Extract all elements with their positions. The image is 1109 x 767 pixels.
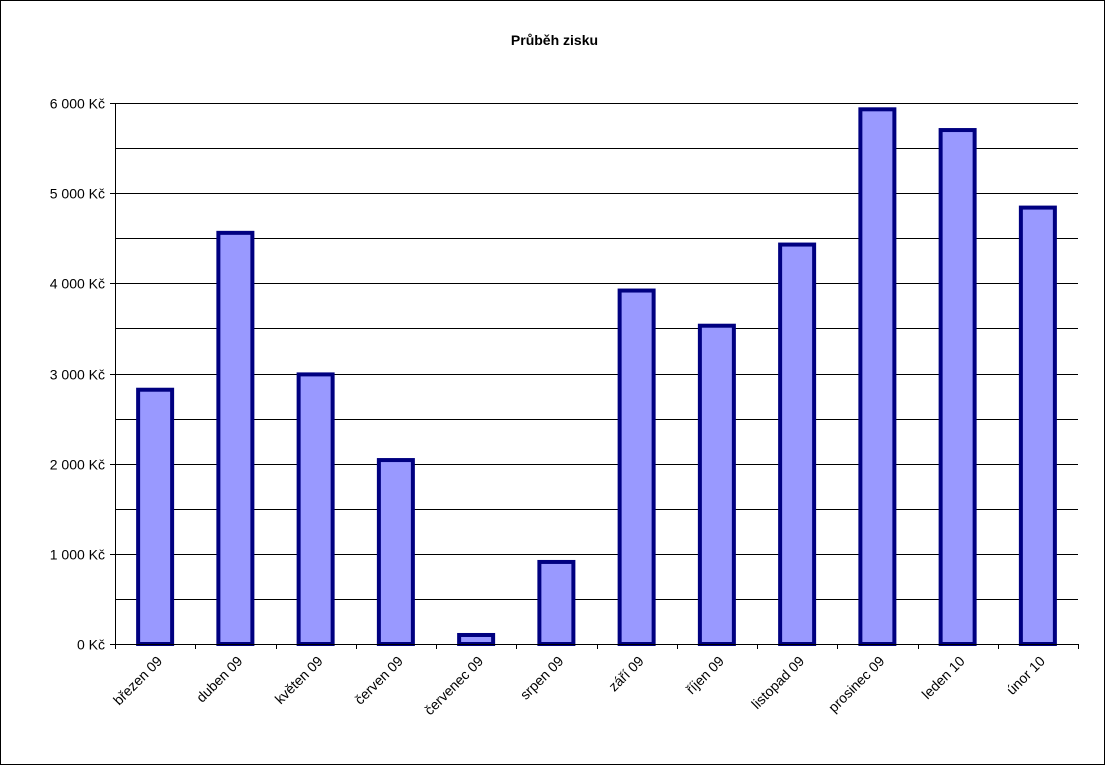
- bar: [537, 559, 576, 646]
- bar: [216, 230, 255, 646]
- x-tick-label: srpen 09: [517, 653, 567, 703]
- x-tick-label: duben 09: [193, 653, 246, 706]
- bar: [778, 242, 817, 646]
- y-tick-label: 6 000 Kč: [50, 96, 105, 112]
- y-tick-label: 2 000 Kč: [50, 457, 105, 473]
- x-tick-label: červen 09: [351, 653, 406, 708]
- x-tick-label: leden 10: [918, 653, 967, 702]
- bar: [376, 458, 415, 646]
- x-tick-label: prosinec 09: [825, 653, 888, 716]
- y-tick-label: 3 000 Kč: [50, 367, 105, 383]
- x-tick-label: říjen 09: [683, 653, 727, 697]
- x-tick-label: červenec 09: [421, 653, 486, 718]
- bar: [136, 387, 175, 647]
- y-tick-label: 0 Kč: [77, 637, 105, 653]
- x-tick-label: září 09: [605, 653, 647, 695]
- bar: [697, 323, 736, 646]
- x-tick-label: květen 09: [271, 653, 325, 707]
- bar: [938, 128, 977, 647]
- y-tick-label: 4 000 Kč: [50, 276, 105, 292]
- bar: [1018, 205, 1057, 647]
- bar: [617, 288, 656, 646]
- chart-title: Průběh zisku: [510, 32, 599, 48]
- bar: [457, 632, 496, 647]
- bar: [858, 107, 897, 647]
- bar: [296, 372, 335, 646]
- y-tick-label: 1 000 Kč: [50, 547, 105, 563]
- x-tick-label: březen 09: [110, 653, 165, 708]
- x-tick-label: listopad 09: [748, 653, 807, 712]
- x-tick-label: únor 10: [1003, 653, 1048, 698]
- y-tick-label: 5 000 Kč: [50, 186, 105, 202]
